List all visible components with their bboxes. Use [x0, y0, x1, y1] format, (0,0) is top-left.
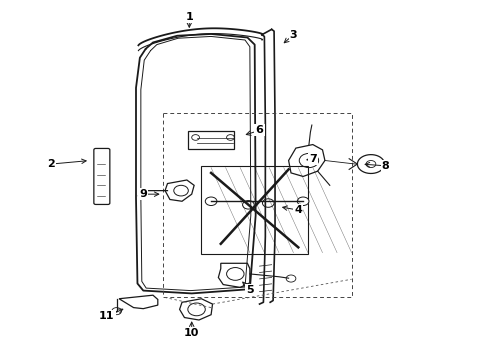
- Circle shape: [297, 197, 309, 206]
- Text: 1: 1: [185, 12, 193, 22]
- Text: 3: 3: [290, 30, 297, 40]
- Text: 5: 5: [246, 285, 254, 295]
- Text: 10: 10: [184, 328, 199, 338]
- Text: 2: 2: [48, 159, 55, 169]
- FancyBboxPatch shape: [188, 131, 234, 149]
- Circle shape: [243, 201, 254, 209]
- Circle shape: [263, 199, 274, 207]
- Text: 7: 7: [309, 154, 317, 164]
- Text: 8: 8: [382, 161, 390, 171]
- Text: 9: 9: [139, 189, 147, 199]
- Text: 6: 6: [256, 125, 264, 135]
- Circle shape: [205, 197, 217, 206]
- FancyBboxPatch shape: [94, 148, 110, 204]
- Text: 11: 11: [99, 311, 115, 321]
- Text: 4: 4: [294, 205, 302, 215]
